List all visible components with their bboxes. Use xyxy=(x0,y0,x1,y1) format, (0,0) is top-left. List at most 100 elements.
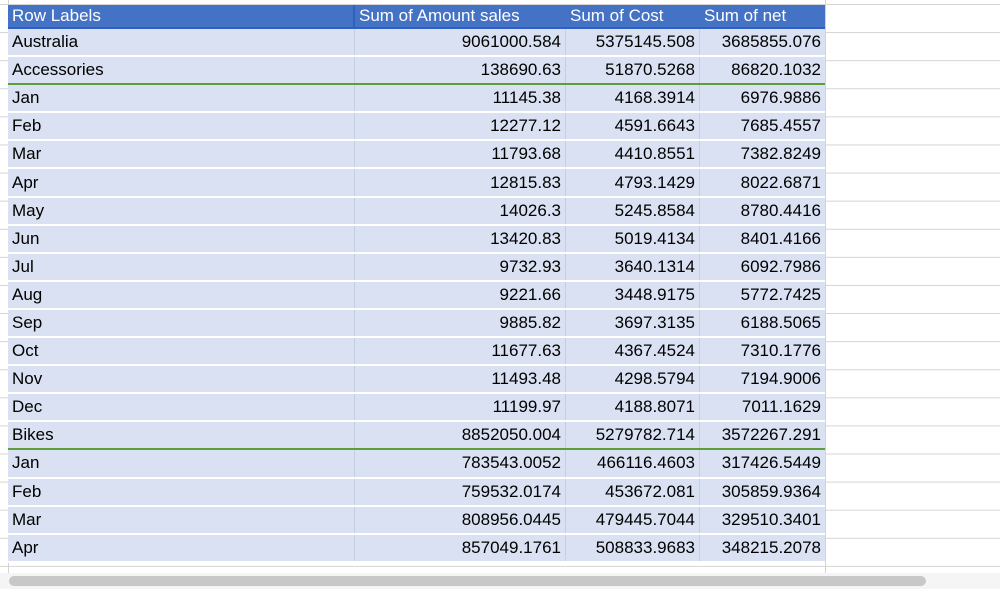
cost-cell[interactable]: 4410.8551 xyxy=(566,141,700,168)
month-row: May 14026.3 5245.8584 8780.4416 xyxy=(8,197,825,226)
amount-sales-cell[interactable]: 13420.83 xyxy=(355,225,566,252)
row-label[interactable]: Feb xyxy=(8,113,355,140)
category-row: Bikes 8852050.004 5279782.714 3572267.291 xyxy=(8,422,825,451)
row-label[interactable]: Apr xyxy=(8,534,355,561)
net-cell[interactable]: 317426.5449 xyxy=(721,453,821,473)
amount-sales-cell[interactable]: 11677.63 xyxy=(355,338,566,365)
cost-cell[interactable]: 453672.081 xyxy=(566,478,700,505)
amount-sales-cell[interactable]: 11199.97 xyxy=(355,394,566,421)
region-row: Australia 9061000.584 5375145.508 3685855.0… xyxy=(8,29,825,58)
amount-sales-cell[interactable]: 11793.68 xyxy=(355,141,566,168)
amount-sales-cell[interactable]: 12277.12 xyxy=(355,113,566,140)
month-row: Oct 11677.63 4367.4524 7310.1776 xyxy=(8,338,825,367)
row-label[interactable]: Jan xyxy=(8,450,355,477)
net-cell[interactable]: 3572267.291 xyxy=(721,425,821,445)
amount-sales-cell[interactable]: 11145.38 xyxy=(355,85,566,112)
month-row: Jul 9732.93 3640.1314 6092.7986 xyxy=(8,253,825,282)
cost-cell[interactable]: 5245.8584 xyxy=(566,197,700,224)
amount-sales-cell[interactable]: 9061000.584 xyxy=(355,29,566,56)
cost-cell[interactable]: 5019.4134 xyxy=(566,225,700,252)
cost-cell[interactable]: 5279782.714 xyxy=(566,422,700,449)
row-label[interactable]: Mar xyxy=(8,506,355,533)
horizontal-scrollbar[interactable] xyxy=(0,573,1000,589)
month-row: Mar 11793.68 4410.8551 7382.8249 xyxy=(8,141,825,170)
net-cell[interactable]: 3685855.076 xyxy=(721,32,821,52)
amount-sales-cell[interactable]: 9221.66 xyxy=(355,281,566,308)
amount-sales-cell[interactable]: 11493.48 xyxy=(355,366,566,393)
cost-cell[interactable]: 508833.9683 xyxy=(566,534,700,561)
pivot-table: Row Labels Sum of Amount sales Sum of Co… xyxy=(8,5,825,563)
row-label[interactable]: Nov xyxy=(8,366,355,393)
net-cell[interactable]: 7685.4557 xyxy=(740,116,821,136)
header-row-labels[interactable]: Row Labels xyxy=(8,5,355,27)
cost-cell[interactable]: 4793.1429 xyxy=(566,169,700,196)
row-label[interactable]: Oct xyxy=(8,338,355,365)
net-cell[interactable]: 348215.2078 xyxy=(721,537,821,557)
cost-cell[interactable]: 4168.3914 xyxy=(566,85,700,112)
net-cell[interactable]: 6092.7986 xyxy=(740,256,821,276)
net-cell[interactable]: 8401.4166 xyxy=(740,228,821,248)
month-row: Aug 9221.66 3448.9175 5772.7425 xyxy=(8,281,825,310)
category-row: Accessories 138690.63 51870.5268 86820.1032 xyxy=(8,57,825,86)
scrollbar-thumb[interactable] xyxy=(9,576,926,586)
month-row: Feb 12277.12 4591.6643 7685.4557 xyxy=(8,113,825,142)
net-cell[interactable]: 305859.9364 xyxy=(721,481,821,501)
amount-sales-cell[interactable]: 857049.1761 xyxy=(355,534,566,561)
amount-sales-cell[interactable]: 9732.93 xyxy=(355,253,566,280)
net-cell[interactable]: 7310.1776 xyxy=(740,341,821,361)
cost-cell[interactable]: 5375145.508 xyxy=(566,29,700,56)
row-label[interactable]: Mar xyxy=(8,141,355,168)
row-label[interactable]: Jul xyxy=(8,253,355,280)
cost-cell[interactable]: 3697.3135 xyxy=(566,309,700,337)
row-label[interactable]: Aug xyxy=(8,281,355,308)
cost-cell[interactable]: 3448.9175 xyxy=(566,281,700,308)
net-cell[interactable]: 7382.8249 xyxy=(740,144,821,164)
cost-cell[interactable]: 4188.8071 xyxy=(566,394,700,421)
row-label[interactable]: Australia xyxy=(8,29,355,56)
row-label[interactable]: Jan xyxy=(8,85,355,112)
column-divider xyxy=(825,0,826,574)
amount-sales-cell[interactable]: 12815.83 xyxy=(355,169,566,196)
row-label[interactable]: Accessories xyxy=(8,57,355,84)
row-label[interactable]: Jun xyxy=(8,225,355,252)
header-sum-cost[interactable]: Sum of Cost xyxy=(570,6,664,25)
net-cell[interactable]: 86820.1032 xyxy=(731,60,821,80)
amount-sales-cell[interactable]: 808956.0445 xyxy=(355,506,566,533)
header-sum-amount-sales[interactable]: Sum of Amount sales xyxy=(359,6,520,25)
amount-sales-cell[interactable]: 14026.3 xyxy=(355,197,566,224)
row-label[interactable]: Sep xyxy=(8,309,355,337)
net-cell[interactable]: 7011.1629 xyxy=(741,397,821,417)
cost-cell[interactable]: 3640.1314 xyxy=(566,253,700,280)
month-row: Apr 857049.1761 508833.9683 348215.2078 xyxy=(8,534,825,563)
month-row: Apr 12815.83 4793.1429 8022.6871 xyxy=(8,169,825,198)
amount-sales-cell[interactable]: 759532.0174 xyxy=(355,478,566,505)
cost-cell[interactable]: 479445.7044 xyxy=(566,506,700,533)
month-row: Jan 783543.0052 466116.4603 317426.5449 xyxy=(8,450,825,479)
row-label[interactable]: Dec xyxy=(8,394,355,421)
net-cell[interactable]: 7194.9006 xyxy=(740,369,821,389)
cost-cell[interactable]: 4591.6643 xyxy=(566,113,700,140)
cost-cell[interactable]: 4367.4524 xyxy=(566,338,700,365)
month-row: Mar 808956.0445 479445.7044 329510.3401 xyxy=(8,506,825,535)
net-cell[interactable]: 8022.6871 xyxy=(740,172,821,192)
cost-cell[interactable]: 51870.5268 xyxy=(566,57,700,84)
amount-sales-cell[interactable]: 783543.0052 xyxy=(355,450,566,477)
amount-sales-cell[interactable]: 9885.82 xyxy=(355,309,566,337)
header-sum-net[interactable]: Sum of net xyxy=(704,6,787,25)
row-label[interactable]: May xyxy=(8,197,355,224)
month-row: Dec 11199.97 4188.8071 7011.1629 xyxy=(8,394,825,423)
row-label[interactable]: Feb xyxy=(8,478,355,505)
cost-cell[interactable]: 4298.5794 xyxy=(566,366,700,393)
cost-cell[interactable]: 466116.4603 xyxy=(566,450,700,477)
net-cell[interactable]: 329510.3401 xyxy=(721,509,821,529)
net-cell[interactable]: 6188.5065 xyxy=(740,312,821,332)
net-cell[interactable]: 5772.7425 xyxy=(740,284,821,304)
net-cell[interactable]: 8780.4416 xyxy=(740,200,821,220)
net-cell[interactable]: 6976.9886 xyxy=(740,88,821,108)
row-label[interactable]: Apr xyxy=(8,169,355,196)
month-row: Sep 9885.82 3697.3135 6188.5065 xyxy=(8,309,825,339)
amount-sales-cell[interactable]: 8852050.004 xyxy=(355,422,566,449)
row-label[interactable]: Bikes xyxy=(8,422,355,449)
month-row: Jan 11145.38 4168.3914 6976.9886 xyxy=(8,85,825,114)
amount-sales-cell[interactable]: 138690.63 xyxy=(355,57,566,84)
